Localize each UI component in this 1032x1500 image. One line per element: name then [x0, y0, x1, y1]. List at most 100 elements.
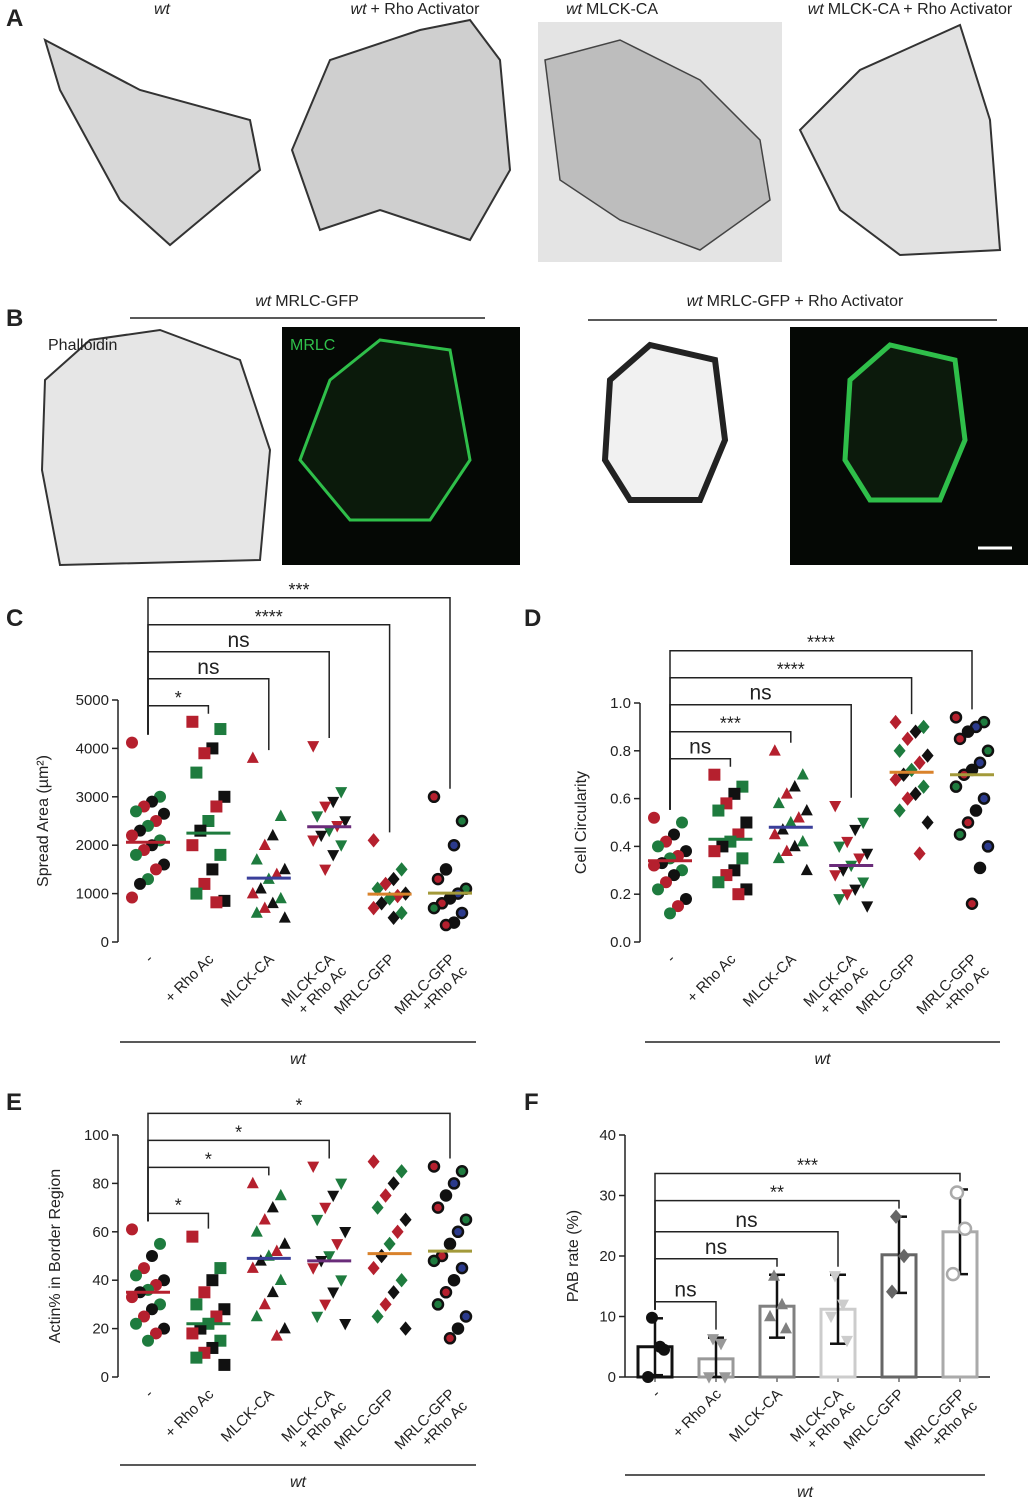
image-title: wt MLCK-CA [566, 1, 658, 18]
data-point [194, 824, 207, 837]
chart-dot: E Actin% in Border Region 0 20 40 60 80 100 - + R… [6, 1089, 476, 1491]
y-tick-label: 0.6 [610, 791, 631, 808]
significance-label: ns [674, 1279, 696, 1302]
data-point [439, 1286, 453, 1299]
data-point [427, 901, 441, 915]
data-point [672, 900, 684, 913]
y-tick-label: 0.8 [610, 743, 631, 760]
data-point [307, 835, 320, 847]
y-tick-label: 0 [101, 934, 109, 951]
data-point [126, 829, 138, 842]
significance-label: * [175, 1195, 182, 1215]
data-point [861, 848, 874, 861]
data-point [395, 1273, 408, 1288]
data-point [841, 889, 854, 901]
data-point [327, 850, 340, 862]
data-point [126, 891, 138, 904]
data-point [913, 755, 926, 770]
comparison-bracket [654, 1172, 961, 1310]
data-point [307, 1263, 320, 1275]
data-point [825, 1311, 837, 1324]
stain-label: Phalloidin [48, 337, 117, 354]
data-point [857, 817, 870, 830]
significance-label: ns [735, 1209, 757, 1232]
data-point [210, 800, 223, 813]
data-point [258, 901, 271, 913]
x-tick-label: - [663, 951, 679, 967]
data-point [254, 882, 267, 894]
data-point [861, 901, 874, 913]
panel-letter: C [6, 605, 23, 632]
data-point [961, 816, 975, 829]
data-point [278, 862, 291, 875]
data-point [889, 772, 902, 787]
data-point [339, 1227, 352, 1239]
data-point [973, 861, 987, 875]
data-point [214, 723, 227, 736]
panel-letter: F [524, 1089, 539, 1116]
chart-dot: C Spread Area (µm²) 0 1000 2000 3000 4000 5000 -… [6, 580, 476, 1068]
data-point [258, 838, 271, 850]
data-point [652, 883, 664, 896]
image-title: wt MLCK-CA + Rho Activator [808, 1, 1013, 18]
data-point [387, 910, 400, 925]
data-point [451, 1322, 465, 1335]
data-point [190, 887, 203, 900]
data-point [391, 1224, 404, 1239]
data-point [921, 748, 934, 763]
data-point [335, 1275, 348, 1287]
data-point [126, 1291, 138, 1304]
x-tick-label: MLCK-CA [740, 951, 800, 1011]
data-point [387, 1285, 400, 1300]
comparison-bracket [147, 705, 210, 735]
data-point [431, 1201, 445, 1214]
data-point [893, 803, 906, 818]
significance-label: *** [288, 580, 309, 600]
data-point [218, 790, 231, 803]
data-point [648, 811, 660, 824]
data-point [387, 1176, 400, 1191]
y-tick-label: 1000 [76, 886, 109, 903]
data-point [270, 1329, 283, 1341]
data-point [158, 807, 170, 820]
data-point [893, 743, 906, 758]
data-point [250, 853, 263, 865]
data-point [732, 888, 745, 901]
comparison-bracket [147, 597, 451, 789]
data-point [307, 1161, 320, 1174]
image-title: wt + Rho Activator [351, 1, 481, 18]
data-point [973, 756, 987, 769]
data-point [708, 845, 721, 858]
data-point [206, 1274, 219, 1287]
x-tick-label: MRLC-GFP [853, 951, 920, 1018]
y-tick-label: 0.4 [610, 838, 631, 855]
data-point [676, 816, 688, 829]
data-point [708, 768, 721, 781]
y-tick-label: 0.0 [610, 934, 631, 951]
data-point [202, 815, 215, 827]
data-point [331, 1239, 344, 1251]
data-point [130, 1317, 142, 1330]
y-axis-label: Spread Area (µm²) [35, 755, 52, 887]
significance-label: **** [255, 607, 283, 627]
data-point [796, 835, 809, 847]
data-point [439, 918, 453, 932]
micrographs-b [40, 327, 1028, 567]
data-point [150, 863, 162, 876]
data-point [130, 1269, 142, 1282]
data-point [652, 840, 664, 853]
data-point [319, 1299, 332, 1311]
data-point [772, 796, 785, 809]
data-point [395, 862, 408, 877]
data-point [901, 791, 914, 806]
data-point [266, 1285, 279, 1298]
significance-label: ns [197, 656, 219, 679]
data-point [953, 732, 967, 746]
data-point [961, 725, 975, 738]
data-point [728, 787, 741, 800]
data-point [190, 1351, 203, 1364]
x-tick-label: + Rho Ac [162, 1385, 218, 1441]
data-point [274, 1273, 287, 1285]
data-point [788, 839, 801, 852]
